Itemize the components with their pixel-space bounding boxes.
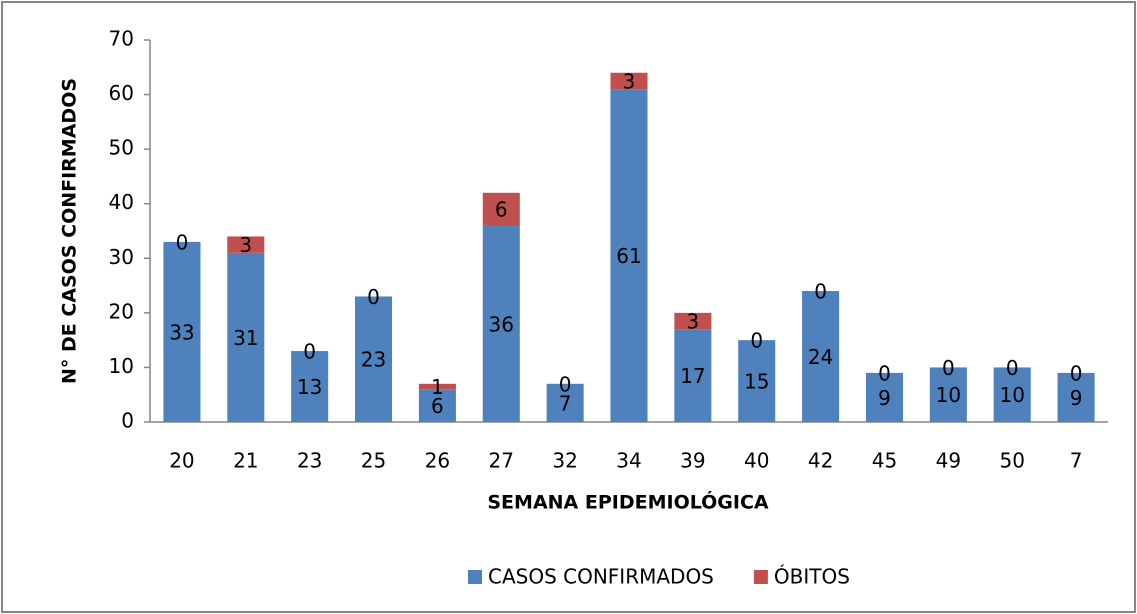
- data-label: 36: [489, 312, 514, 336]
- x-tick-label: 50: [999, 449, 1024, 473]
- data-label: 0: [1070, 361, 1083, 385]
- data-label: 1: [431, 375, 444, 399]
- x-tick-label: 40: [744, 449, 769, 473]
- y-tick-label: 40: [109, 190, 134, 214]
- bar-segment: [482, 192, 520, 226]
- data-label: 7: [559, 391, 572, 415]
- bar-segment: [674, 329, 712, 422]
- data-label: 0: [176, 230, 189, 254]
- data-label: 33: [169, 320, 194, 344]
- data-label: 9: [878, 386, 891, 410]
- data-label: 15: [744, 370, 769, 394]
- bar-segment: [610, 72, 648, 90]
- bar-segment: [546, 383, 584, 422]
- data-label: 0: [367, 285, 380, 309]
- y-tick-label: 0: [121, 409, 134, 433]
- x-tick-label: 32: [552, 449, 577, 473]
- bar-segment: [802, 291, 840, 422]
- data-label: 17: [680, 364, 705, 388]
- data-label: 3: [623, 69, 636, 93]
- x-tick-label: 39: [680, 449, 705, 473]
- bar-segment: [1057, 372, 1095, 422]
- data-label: 24: [808, 345, 833, 369]
- legend-label: ÓBITOS: [774, 565, 850, 589]
- data-label: 13: [297, 375, 322, 399]
- bar-segment: [418, 389, 456, 422]
- data-label: 0: [1006, 356, 1019, 380]
- y-axis-title: N° DE CASOS CONFIRMADOS: [59, 78, 81, 384]
- x-tick-label: 42: [808, 449, 833, 473]
- data-label: 10: [999, 383, 1024, 407]
- bar-segment: [355, 296, 393, 422]
- data-label: 0: [303, 340, 316, 364]
- x-tick-label: 23: [297, 449, 322, 473]
- legend-swatch: [753, 570, 768, 584]
- data-label: 10: [936, 383, 961, 407]
- y-tick-label: 70: [109, 27, 134, 51]
- bar-segment: [865, 372, 903, 422]
- data-label: 0: [750, 329, 763, 353]
- data-label: 6: [431, 394, 444, 418]
- bar-segment: [482, 225, 520, 422]
- x-tick-label: 49: [936, 449, 961, 473]
- data-label: 0: [942, 356, 955, 380]
- data-label: 23: [361, 348, 386, 372]
- bar-segment: [163, 241, 201, 422]
- x-tick-label: 34: [616, 449, 641, 473]
- bar-segment: [227, 252, 265, 422]
- x-tick-label: 7: [1070, 449, 1083, 473]
- bar-segment: [929, 367, 967, 422]
- data-label: 0: [878, 361, 891, 385]
- data-label: 0: [559, 372, 572, 396]
- legend-label: CASOS CONFIRMADOS: [488, 565, 714, 589]
- data-label: 6: [495, 198, 508, 222]
- y-tick-label: 20: [109, 299, 134, 323]
- x-tick-label: 45: [872, 449, 897, 473]
- x-axis-title: SEMANA EPIDEMIOLÓGICA: [487, 490, 769, 514]
- data-label: 9: [1070, 386, 1083, 410]
- bar-segment: [227, 236, 265, 253]
- y-tick-label: 50: [109, 136, 134, 160]
- x-tick-label: 21: [233, 449, 258, 473]
- x-tick-label: 26: [425, 449, 450, 473]
- x-tick-label: 27: [489, 449, 514, 473]
- bar-segment: [610, 89, 648, 422]
- bar-segment: [674, 312, 712, 330]
- data-label: 3: [686, 310, 699, 334]
- x-tick-label: 20: [169, 449, 194, 473]
- bar-segment: [418, 383, 456, 390]
- data-label: 0: [814, 280, 827, 304]
- data-label: 31: [233, 326, 258, 350]
- x-tick-label: 25: [361, 449, 386, 473]
- legend-swatch: [468, 570, 482, 584]
- y-tick-label: 30: [109, 245, 134, 269]
- data-label: 3: [239, 233, 252, 257]
- bar-segment: [738, 340, 776, 422]
- y-tick-label: 60: [109, 81, 134, 105]
- data-label: 61: [616, 244, 641, 268]
- y-tick-label: 10: [109, 354, 134, 378]
- bar-segment: [993, 367, 1031, 422]
- bar-segment: [291, 351, 329, 422]
